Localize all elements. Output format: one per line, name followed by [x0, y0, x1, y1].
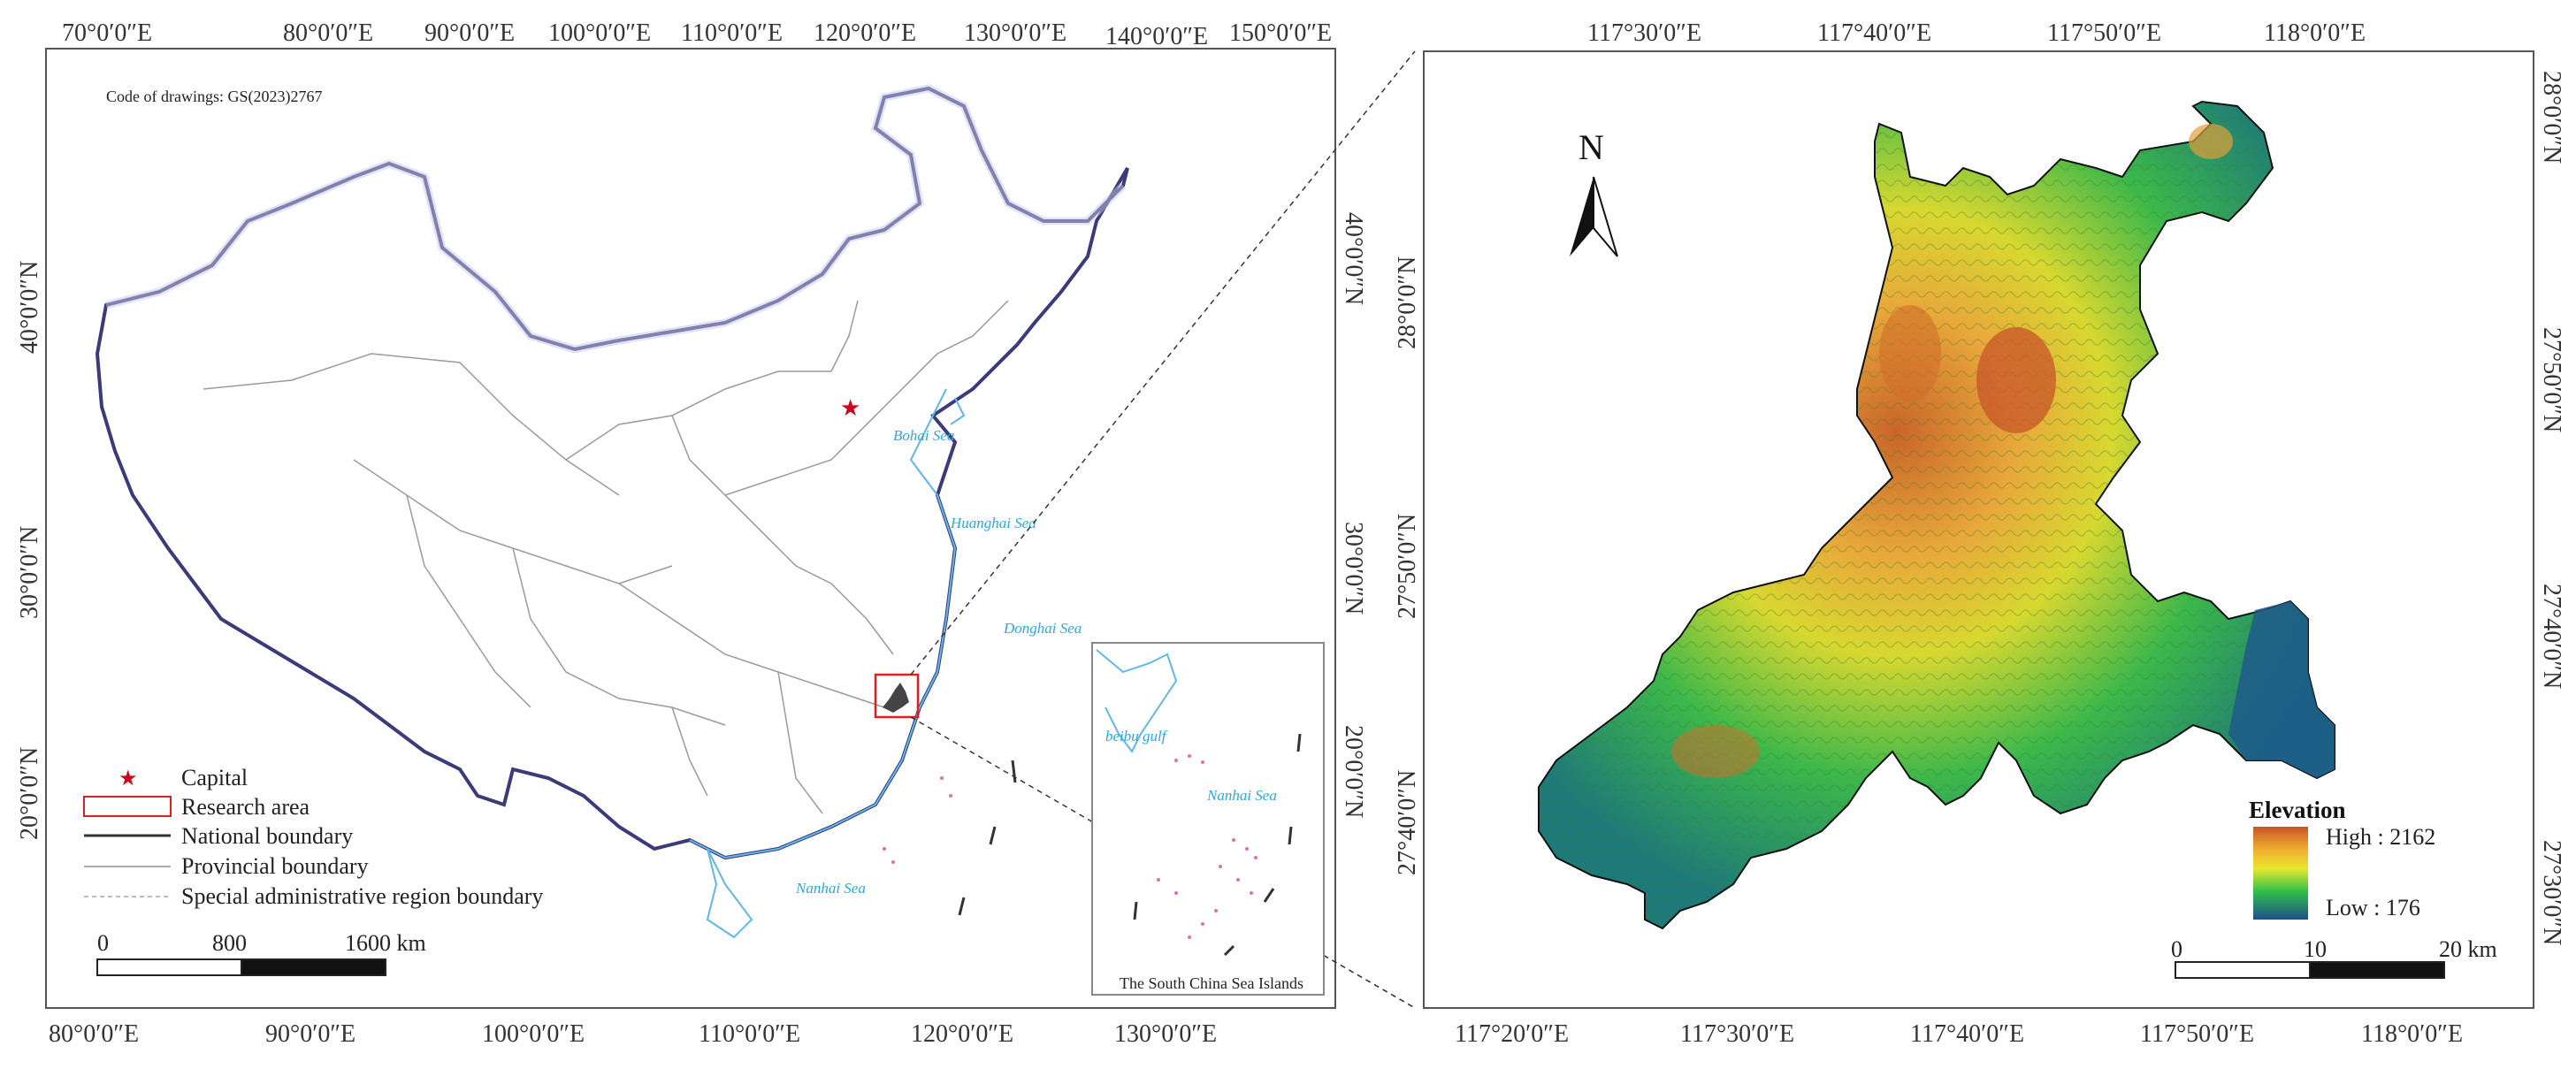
legend-research-swatch	[83, 796, 172, 817]
sea-label-nanhai: Nanhai Sea	[795, 880, 866, 897]
lon-tick: 130°0′0″E	[964, 19, 1066, 47]
lat-tick: 27°40′0″N	[2538, 584, 2565, 689]
elevation-high: High : 2162	[2326, 824, 2435, 850]
lon-tick: 110°0′0″E	[699, 1020, 800, 1048]
right-left-latitude-ticks: 28°0′0″N 27°50′0″N 27°40′0″N	[1394, 256, 1421, 875]
right-bottom-longitude-ticks: 117°20′0″E 117°30′0″E 117°40′0″E 117°50′…	[1455, 1020, 2463, 1048]
lat-tick: 30°0′0″N	[1340, 522, 1367, 615]
lat-tick: 40°0′0″N	[1340, 212, 1367, 305]
inset-islands	[1157, 754, 1257, 939]
north-arrow-icon: N	[1570, 127, 1618, 257]
lon-tick: 150°0′0″E	[1229, 19, 1332, 47]
lat-tick: 20°0′0″N	[16, 747, 43, 840]
legend-capital: Capital	[181, 765, 248, 790]
right-top-longitude-ticks: 117°30′0″E 117°40′0″E 117°50′0″E 118°0′0…	[1587, 19, 2366, 47]
scale-tick: 0	[2171, 936, 2182, 962]
right-right-latitude-ticks: 28°0′0″N 27°50′0″N 27°40′0″N 27°30′0″N	[2538, 71, 2565, 945]
lon-tick: 120°0′0″E	[814, 19, 916, 47]
legend-special: Special administrative region boundary	[181, 883, 543, 909]
lat-tick: 27°50′0″N	[1394, 514, 1421, 619]
study-area-elevation	[1538, 100, 2335, 930]
lon-tick: 117°30′0″E	[1587, 19, 1701, 47]
inset-frame	[1091, 642, 1325, 996]
inset-gulf-label: beibu gulf	[1105, 728, 1168, 744]
lat-tick: 27°50′0″N	[2538, 327, 2565, 432]
china-national-boundary	[95, 86, 1129, 860]
lon-tick: 118°0′0″E	[2264, 19, 2366, 47]
elevation-title: Elevation	[2249, 797, 2346, 823]
left-top-longitude-ticks: 70°0′0″E 80°0′0″E 90°0′0″E 100°0′0″E 110…	[62, 19, 1332, 50]
lon-tick: 100°0′0″E	[482, 1020, 585, 1048]
inset-sea-label: Nanhai Sea	[1206, 787, 1277, 804]
research-area-shape	[883, 683, 909, 713]
lat-tick: 27°30′0″N	[2538, 840, 2565, 945]
islands	[883, 776, 952, 864]
left-bottom-longitude-ticks: 80°0′0″E 90°0′0″E 100°0′0″E 110°0′0″E 12…	[49, 1020, 1217, 1048]
lon-tick: 90°0′0″E	[265, 1020, 355, 1048]
legend-national: National boundary	[181, 823, 353, 849]
north-label: N	[1578, 127, 1604, 167]
sea-label-bohai: Bohai Sea	[893, 427, 954, 444]
sea-label-huanghai: Huanghai Sea	[950, 515, 1036, 531]
sea-label-donghai: Donghai Sea	[1003, 620, 1082, 637]
lon-tick: 80°0′0″E	[49, 1020, 139, 1048]
scale-tick: 1600 km	[345, 930, 426, 956]
capital-star-icon: ★	[840, 395, 860, 422]
left-scale-bar: 0 800 1600 km	[96, 930, 426, 976]
lon-tick: 117°40′0″E	[1817, 19, 1931, 47]
lon-tick: 100°0′0″E	[548, 19, 651, 47]
lon-tick: 90°0′0″E	[424, 19, 515, 47]
scale-tick: 0	[97, 930, 109, 956]
lat-tick: 40°0′0″N	[16, 261, 43, 354]
elevation-legend: Elevation High : 2162 Low : 176	[2249, 797, 2435, 920]
dash-line-segments	[958, 760, 1017, 916]
coastline-water	[689, 388, 966, 939]
inset-title: The South China Sea Islands	[1120, 974, 1303, 992]
right-scale-bar: 0 10 20 km	[2171, 936, 2497, 979]
lat-tick: 20°0′0″N	[1340, 725, 1367, 818]
lat-tick: 30°0′0″N	[16, 526, 43, 619]
scale-tick: 10	[2304, 936, 2327, 962]
china-boundary-halo	[104, 84, 1127, 354]
lon-tick: 120°0′0″E	[911, 1020, 1013, 1048]
lon-tick: 117°40′0″E	[1910, 1020, 2024, 1048]
legend-research: Research area	[181, 794, 310, 820]
lon-tick: 140°0′0″E	[1105, 23, 1208, 50]
lon-tick: 130°0′0″E	[1114, 1020, 1217, 1048]
left-left-latitude-ticks: 40°0′0″N 30°0′0″N 20°0′0″N	[16, 261, 43, 840]
lat-tick: 27°40′0″N	[1394, 770, 1421, 875]
lat-tick: 28°0′0″N	[2538, 71, 2565, 164]
lon-tick: 117°30′0″E	[1680, 1020, 1794, 1048]
elevation-low: Low : 176	[2326, 895, 2420, 920]
research-area-box	[874, 673, 920, 719]
legend-provincial: Provincial boundary	[181, 853, 369, 879]
legend-capital-icon: ★	[118, 766, 138, 790]
lon-tick: 117°50′0″E	[2047, 19, 2161, 47]
left-map-frame	[45, 48, 1336, 1009]
lon-tick: 118°0′0″E	[2361, 1020, 2463, 1048]
lat-tick: 28°0′0″N	[1394, 256, 1421, 349]
lon-tick: 80°0′0″E	[283, 19, 373, 47]
inset-coast	[1096, 649, 1178, 753]
lon-tick: 117°20′0″E	[1455, 1020, 1569, 1048]
scale-tick: 800	[212, 930, 247, 956]
lon-tick: 110°0′0″E	[681, 19, 783, 47]
lon-tick: 70°0′0″E	[62, 19, 152, 47]
drawing-code: Code of drawings: GS(2023)2767	[106, 88, 322, 106]
left-legend: ★ Capital Research area National boundar…	[83, 765, 543, 909]
elevation-colorbar	[2253, 827, 2308, 920]
zoom-line-top	[910, 50, 1416, 676]
provincial-boundaries	[203, 300, 1009, 814]
left-right-latitude-ticks: 40°0′0″N 30°0′0″N 20°0′0″N	[1340, 212, 1367, 818]
scale-tick: 20 km	[2439, 936, 2497, 962]
lon-tick: 117°50′0″E	[2140, 1020, 2254, 1048]
inset-dash-lines	[1133, 733, 1302, 957]
